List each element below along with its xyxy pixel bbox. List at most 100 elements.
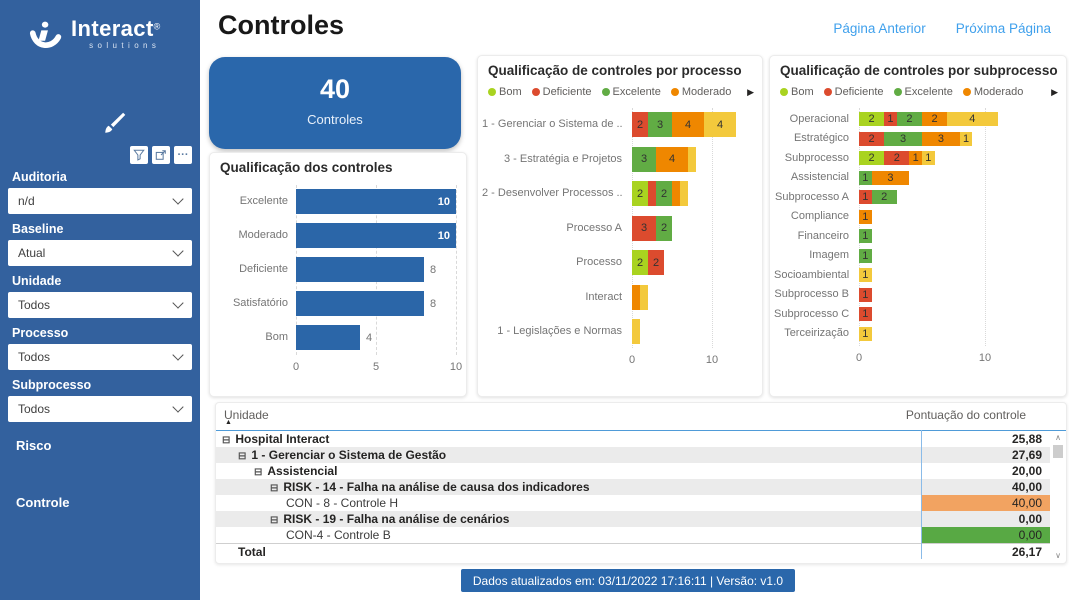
bar-segment-excelente[interactable]: 3	[884, 131, 922, 146]
table-row[interactable]: ⊟ Hospital Interact 25,88	[216, 431, 1050, 447]
bar-segment-moderado[interactable]	[672, 181, 680, 206]
bar-segment-moderado[interactable]: 4	[672, 112, 704, 137]
kpi-card-controles[interactable]: 40 Controles	[209, 57, 461, 149]
bar-segment-excelente[interactable]: 2	[871, 190, 897, 204]
bar-segment-moderado[interactable]: 2	[921, 112, 948, 126]
collapse-icon[interactable]: ⊟	[270, 515, 279, 526]
bar-segment-moderado[interactable]: 1	[909, 151, 922, 165]
sidebar-item-controle[interactable]: Controle	[16, 495, 70, 510]
bar-bom[interactable]	[296, 325, 360, 350]
bar-segment-satisfatório[interactable]: 4	[704, 112, 736, 137]
sidebar: Interact® solutions ··· Auditoria n/d Base…	[0, 0, 200, 600]
bar-segment-moderado[interactable]: 4	[656, 146, 688, 172]
legend-item-excelente[interactable]: Excelente	[601, 86, 661, 98]
bar-moderado[interactable]: 10	[296, 223, 456, 248]
legend-item-excelente[interactable]: Excelente	[893, 86, 953, 98]
bar-segment-moderado[interactable]	[632, 284, 640, 310]
export-icon[interactable]	[152, 146, 170, 164]
stacked-bar-row	[632, 284, 648, 310]
previous-page-link[interactable]: Página Anterior	[833, 21, 926, 36]
bar-satisfatório[interactable]	[296, 291, 424, 316]
bar-segment-excelente[interactable]: 2	[656, 181, 672, 206]
bar-segment-satisfatório[interactable]: 1	[959, 131, 973, 146]
bar-segment-deficiente[interactable]: 1	[859, 287, 872, 302]
legend-scroll-right-icon[interactable]: ▶	[747, 87, 754, 97]
filter-unidade-select[interactable]: Todos	[8, 292, 192, 318]
legend-scroll-right-icon[interactable]: ▶	[1051, 87, 1058, 97]
collapse-icon[interactable]: ⊟	[238, 451, 247, 462]
bar-segment-satisfatório[interactable]: 1	[859, 268, 872, 282]
bar-segment-excelente[interactable]: 3	[648, 112, 672, 137]
table-row[interactable]: Total 26,17	[216, 543, 1050, 560]
bar-segment-bom[interactable]: 2	[632, 250, 648, 275]
bar-segment-deficiente[interactable]: 2	[884, 151, 910, 165]
clear-filters-brush-icon[interactable]	[102, 110, 128, 136]
bar-segment-bom[interactable]: 2	[859, 151, 885, 165]
filter-processo: Processo Todos	[8, 326, 192, 370]
bar-segment-excelente[interactable]: 2	[896, 112, 922, 126]
filter-baseline-select[interactable]: Atual	[8, 240, 192, 266]
bar-segment-excelente[interactable]: 3	[632, 146, 656, 172]
legend-item-bom[interactable]: Bom	[488, 86, 522, 98]
bar-segment-satisfatório[interactable]: 1	[921, 151, 935, 165]
legend-item-deficiente[interactable]: Deficiente	[531, 86, 592, 98]
column-header-unidade[interactable]: Unidade	[224, 408, 269, 422]
stacked-bar-row: 1	[859, 209, 872, 224]
filter-subprocesso-select[interactable]: Todos	[8, 396, 192, 422]
bar-segment-excelente[interactable]: 1	[859, 170, 872, 185]
bar-excelente[interactable]: 10	[296, 189, 456, 214]
bar-segment-satisfatório[interactable]	[680, 181, 688, 206]
column-header-pontuacao[interactable]: Pontuação do controle	[905, 408, 1026, 422]
bar-segment-deficiente[interactable]: 1	[859, 307, 872, 321]
sidebar-item-risco[interactable]: Risco	[16, 438, 52, 453]
table-row[interactable]: CON-4 - Controle B 0,00	[216, 527, 1050, 543]
category-label: 2 - Desenvolver Processos ...	[482, 187, 622, 199]
table-row[interactable]: ⊟ 1 - Gerenciar o Sistema de Gestão 27,69	[216, 447, 1050, 463]
scroll-up-icon[interactable]: ∧	[1055, 433, 1061, 442]
scroll-down-icon[interactable]: ∨	[1055, 551, 1061, 560]
bar-segment-deficiente[interactable]: 2	[648, 250, 664, 275]
table-row[interactable]: ⊟ Assistencial 20,00	[216, 463, 1050, 479]
collapse-icon[interactable]: ⊟	[254, 467, 263, 478]
bar-segment-deficiente[interactable]: 1	[859, 190, 872, 204]
bar-segment-deficiente[interactable]: 2	[859, 131, 885, 146]
legend-item-bom[interactable]: Bom	[780, 86, 814, 98]
collapse-icon[interactable]: ⊟	[222, 435, 231, 446]
bar-segment-deficiente[interactable]: 1	[884, 112, 897, 126]
filter-auditoria-select[interactable]: n/d	[8, 188, 192, 214]
scrollbar-thumb[interactable]	[1053, 445, 1063, 458]
bar-segment-deficiente[interactable]: 3	[632, 215, 656, 241]
next-page-link[interactable]: Próxima Página	[955, 21, 1051, 36]
table-row[interactable]: CON - 8 - Controle H 40,00	[216, 495, 1050, 511]
filter-processo-select[interactable]: Todos	[8, 344, 192, 370]
bar-segment-moderado[interactable]: 3	[871, 170, 910, 185]
more-options-icon[interactable]: ···	[174, 146, 192, 164]
bar-segment-excelente[interactable]: 1	[859, 229, 872, 243]
bar-segment-deficiente[interactable]	[648, 181, 656, 206]
sort-ascending-icon[interactable]: ▲	[225, 419, 232, 426]
bar-deficiente[interactable]	[296, 257, 424, 282]
bar-segment-satisfatório[interactable]	[688, 146, 696, 172]
bar-segment-satisfatório[interactable]: 4	[947, 112, 998, 126]
table-row[interactable]: ⊟ RISK - 19 - Falha na análise de cenário…	[216, 511, 1050, 527]
bar-segment-moderado[interactable]: 3	[921, 131, 960, 146]
bar-segment-satisfatório[interactable]	[640, 284, 648, 310]
bar-segment-bom[interactable]: 2	[632, 181, 648, 206]
bar-segment-bom[interactable]: 2	[859, 112, 885, 126]
bar-segment-excelente[interactable]: 1	[859, 248, 872, 263]
bar-segment-deficiente[interactable]: 2	[632, 112, 648, 137]
table-scrollbar[interactable]: ∧ ∨	[1051, 431, 1065, 562]
gridline	[985, 108, 986, 346]
legend-item-deficiente[interactable]: Deficiente	[823, 86, 884, 98]
collapse-icon[interactable]: ⊟	[270, 483, 279, 494]
table-row[interactable]: ⊟ RISK - 14 - Falha na análise de causa d…	[216, 479, 1050, 495]
bar-segment-satisfatório[interactable]: 1	[859, 326, 872, 341]
legend-item-moderado[interactable]: Moderado	[670, 86, 732, 98]
bar-segment-satisfatório[interactable]	[632, 319, 640, 344]
legend-label: Moderado	[681, 86, 732, 98]
legend-item-moderado[interactable]: Moderado	[962, 86, 1023, 98]
bar-segment-excelente[interactable]: 2	[656, 215, 672, 241]
filter-subprocesso: Subprocesso Todos	[8, 378, 192, 422]
bar-segment-moderado[interactable]: 1	[859, 209, 872, 224]
filter-icon[interactable]	[130, 146, 148, 164]
